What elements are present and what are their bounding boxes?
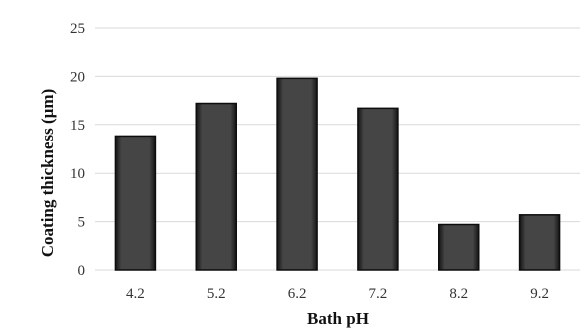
- bar-9.2: [518, 214, 561, 271]
- bar-5.2: [195, 102, 237, 271]
- y-tick-labels: 0 5 10 15 20 25: [70, 21, 85, 279]
- y-tick-label: 10: [70, 166, 85, 182]
- bar-7.2: [357, 107, 399, 271]
- y-tick-label: 0: [78, 263, 86, 279]
- bar-6.2: [276, 77, 318, 271]
- bars: [114, 77, 561, 271]
- x-tick-label: 9.2: [530, 286, 549, 302]
- bar-8.2: [438, 223, 480, 271]
- x-tick-labels: 4.2 5.2 6.2 7.2 8.2 9.2: [126, 286, 549, 302]
- x-tick-label: 6.2: [288, 286, 307, 302]
- y-tick-label: 5: [78, 215, 86, 231]
- y-tick-label: 25: [70, 21, 85, 37]
- y-tick-label: 20: [70, 69, 85, 85]
- x-tick-label: 8.2: [449, 286, 468, 302]
- x-tick-label: 4.2: [126, 286, 145, 302]
- y-axis-title: Coating thickness (µm): [38, 89, 57, 257]
- x-axis-title: Bath pH: [307, 309, 369, 328]
- bar-4.2: [114, 135, 157, 271]
- y-tick-label: 15: [70, 118, 85, 134]
- grid-lines: [95, 27, 580, 271]
- x-tick-label: 7.2: [369, 286, 388, 302]
- x-tick-label: 5.2: [207, 286, 226, 302]
